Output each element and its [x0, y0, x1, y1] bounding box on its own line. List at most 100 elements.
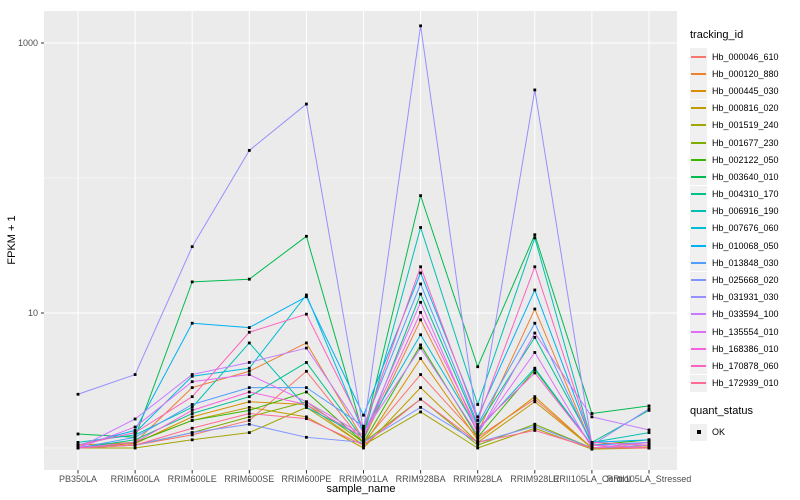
legend-item-Hb_025668_020: Hb_025668_020 [690, 271, 800, 289]
y-tick-label: 1000 [18, 38, 38, 48]
legend-item-label: OK [712, 427, 726, 438]
data-point [247, 422, 251, 426]
data-point [247, 361, 251, 364]
data-point [533, 307, 537, 311]
data-point [590, 412, 594, 415]
data-point [247, 419, 251, 422]
data-point [533, 397, 537, 401]
data-point [362, 446, 365, 450]
line-key-icon [690, 134, 707, 152]
legend-item-label: Hb_006916_190 [712, 206, 779, 217]
line-key-icon [690, 237, 707, 255]
legend-item-Hb_000120_880: Hb_000120_880 [690, 65, 800, 83]
data-point [419, 318, 422, 322]
data-point [247, 408, 251, 412]
line-key-icon [690, 288, 707, 306]
data-point [190, 433, 194, 437]
legend-item-Hb_001519_240: Hb_001519_240 [690, 116, 800, 134]
data-point [533, 371, 537, 375]
data-point [133, 443, 137, 447]
data-point [190, 373, 194, 376]
data-point [590, 443, 594, 447]
data-point [533, 321, 537, 325]
data-point [362, 443, 365, 447]
data-point [247, 366, 251, 370]
data-point [190, 395, 194, 399]
line-key-icon [690, 340, 707, 358]
data-point [419, 373, 422, 376]
data-point [419, 405, 422, 409]
line-key-icon [690, 374, 707, 392]
data-point [190, 412, 194, 415]
data-point [305, 102, 308, 106]
data-point [590, 441, 594, 444]
data-point [533, 236, 537, 240]
data-point [362, 429, 365, 432]
data-point [419, 24, 422, 28]
line-key-icon [690, 219, 707, 237]
data-point [190, 374, 194, 378]
data-point [190, 419, 194, 422]
data-point [533, 233, 537, 237]
legend-item-Hb_172939_010: Hb_172939_010 [690, 374, 800, 392]
legend-item-label: Hb_000046_610 [712, 51, 779, 62]
data-point [647, 441, 651, 444]
legend-item-Hb_000816_020: Hb_000816_020 [690, 99, 800, 117]
line-key-icon [690, 48, 707, 66]
legend-title-tracking-id: tracking_id [690, 29, 744, 41]
data-point [533, 395, 537, 399]
legend-item-label: Hb_031931_030 [712, 292, 779, 303]
x-axis-title: sample_name [326, 483, 396, 495]
data-point [419, 333, 422, 337]
legend-item-label: Hb_172939_010 [712, 378, 779, 389]
data-point [190, 403, 194, 406]
data-point [247, 326, 251, 329]
data-point [419, 300, 422, 304]
data-point [305, 403, 308, 406]
data-point [476, 424, 480, 428]
data-point [476, 435, 480, 439]
data-point [190, 415, 194, 419]
data-point [133, 446, 137, 450]
line-key-icon [690, 65, 707, 83]
legend-item-ok: OK [690, 423, 800, 441]
data-point [647, 438, 651, 442]
legend-item-label: Hb_000120_880 [712, 68, 779, 79]
data-point [305, 417, 308, 421]
line-key-icon [690, 271, 707, 289]
x-axis: PB350LA RRIM600LA RRIM600LE RRIM600SE RRIM60… [59, 470, 691, 484]
data-point [419, 194, 422, 198]
legend: tracking_id Hb_000046_610 Hb_000120_880 Hb… [690, 28, 800, 441]
point-key-icon [690, 423, 707, 441]
data-point [647, 404, 651, 408]
data-point [190, 438, 194, 442]
data-point [305, 295, 308, 299]
data-point [76, 432, 80, 436]
data-point [476, 365, 480, 369]
legend-item-Hb_007676_060: Hb_007676_060 [690, 219, 800, 237]
legend-item-list: Hb_000046_610 Hb_000120_880 Hb_000445_030 H… [690, 48, 800, 392]
legend-item-label: Hb_170878_060 [712, 360, 779, 371]
data-point [247, 400, 251, 404]
data-point [247, 277, 251, 281]
data-point [476, 431, 480, 435]
data-point [419, 357, 422, 360]
line-key-icon [690, 305, 707, 323]
data-point [533, 335, 537, 339]
data-point [76, 443, 80, 447]
x-tick-label: RRIM600PE [281, 474, 331, 484]
data-point [476, 438, 480, 442]
data-point [476, 433, 480, 437]
data-point [76, 392, 80, 396]
legend-item-label: Hb_004310_170 [712, 189, 779, 200]
data-point [76, 441, 80, 444]
y-axis: 10 1000 [18, 38, 44, 318]
data-point [190, 408, 194, 412]
x-tick-label: RRIM928LE [510, 474, 559, 484]
data-point [476, 403, 480, 406]
legend-item-label: Hb_135554_010 [712, 326, 779, 337]
data-point [533, 366, 537, 370]
x-tick-label: RRIM928LA [453, 474, 502, 484]
data-point [305, 361, 308, 364]
data-point [76, 446, 80, 450]
